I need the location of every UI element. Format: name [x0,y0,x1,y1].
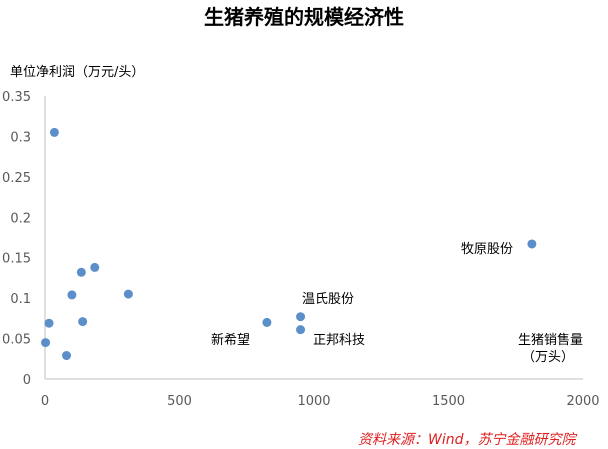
x-tick-label: 1500 [432,394,465,409]
y-tick-label: 0.1 [10,292,31,307]
data-point [76,267,86,277]
data-point [296,312,306,322]
source-note: 资料来源：Wind，苏宁金融研究院 [358,432,577,448]
y-tick-labels: 0 0.05 0.1 0.15 0.2 0.25 0.3 0.35 [2,90,31,388]
annotation-muyuan: 牧原股份 [461,242,513,257]
y-tick-label: 0.25 [2,171,31,186]
x-axis-label-line1: 生猪销售量 [518,332,583,348]
data-point [90,262,100,272]
y-tick-label: 0.3 [10,130,31,145]
x-tick-label: 1000 [297,394,330,409]
x-axis-label-line2: （万头） [522,350,574,365]
annotation-zhengbang: 正邦科技 [313,333,365,348]
x-tick-label: 500 [167,394,192,409]
x-tick-label: 2000 [566,394,599,409]
data-point [262,317,272,327]
annotation-wens: 温氏股份 [302,292,354,307]
data-points [41,127,537,361]
chart-title: 生猪养殖的规模经济性 [204,5,404,29]
y-tick-label: 0 [23,373,31,388]
x-tick-labels: 0 500 1000 1500 2000 [41,394,600,409]
data-point [62,351,72,361]
data-point [44,318,54,328]
data-point [78,317,88,327]
y-tick-label: 0.35 [2,90,31,105]
data-point [123,289,133,299]
data-point [296,325,306,335]
data-point [41,338,51,348]
annotation-new-hope: 新希望 [211,332,250,348]
data-point [67,290,77,300]
y-axis-label: 单位净利润（万元/头） [10,65,144,80]
data-point [527,239,537,249]
data-point [49,127,59,137]
y-tick-label: 0.15 [2,252,31,267]
x-tick-label: 0 [41,394,49,409]
y-tick-label: 0.05 [2,333,31,348]
y-tick-label: 0.2 [10,211,31,226]
